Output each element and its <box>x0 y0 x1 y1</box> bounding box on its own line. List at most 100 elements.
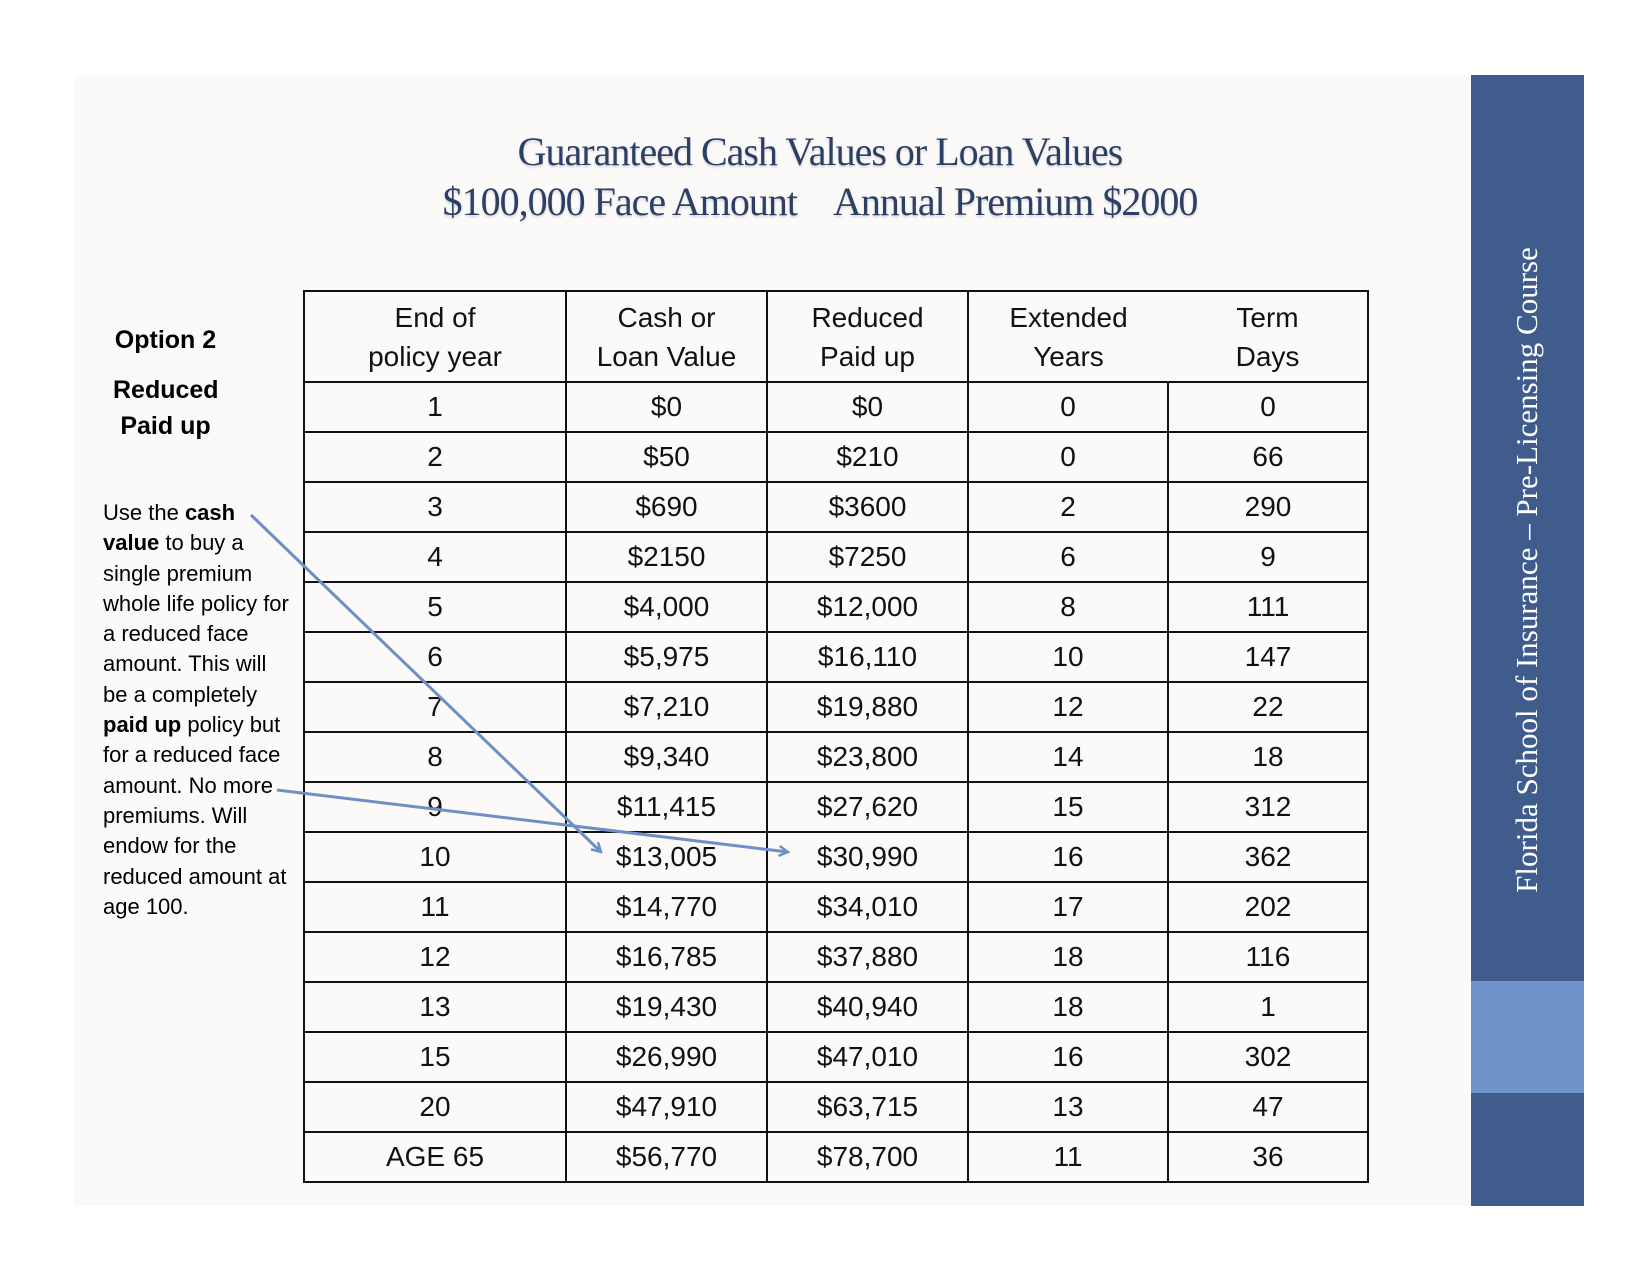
table-cell: 290 <box>1167 481 1369 533</box>
table-cell: 15 <box>967 781 1169 833</box>
table-cell: 36 <box>1167 1131 1369 1183</box>
table-cell: $3600 <box>766 481 969 533</box>
table-cell: 1 <box>303 381 567 433</box>
table-cell: 0 <box>967 381 1169 433</box>
table-cell: $690 <box>565 481 768 533</box>
table-cell: 18 <box>1167 731 1369 783</box>
description-text: Use the <box>103 500 185 525</box>
table-cell: 9 <box>1167 531 1369 583</box>
column-header: Extended Years <box>967 290 1168 383</box>
table-cell: $30,990 <box>766 831 969 883</box>
table-cell: $0 <box>565 381 768 433</box>
table-cell: $40,940 <box>766 981 969 1033</box>
table-row: 1 $0 $0 0 0 <box>303 381 1369 433</box>
table-cell: 12 <box>303 931 567 983</box>
table-cell: $16,785 <box>565 931 768 983</box>
table-row: AGE 65 $56,770 $78,700 11 36 <box>303 1131 1369 1183</box>
table-cell: $19,880 <box>766 681 969 733</box>
table-cell: 116 <box>1167 931 1369 983</box>
table-cell: 11 <box>967 1131 1169 1183</box>
table-cell: 8 <box>303 731 567 783</box>
table-cell: 14 <box>967 731 1169 783</box>
table-cell: $27,620 <box>766 781 969 833</box>
table-row: 8 $9,340 $23,800 14 18 <box>303 731 1369 783</box>
table-cell: $13,005 <box>565 831 768 883</box>
table-cell: 22 <box>1167 681 1369 733</box>
table-cell: $0 <box>766 381 969 433</box>
table-cell: $11,415 <box>565 781 768 833</box>
table-cell: 2 <box>967 481 1169 533</box>
table-row: 5 $4,000 $12,000 8 111 <box>303 581 1369 633</box>
table-row: 9 $11,415 $27,620 15 312 <box>303 781 1369 833</box>
table-cell: 66 <box>1167 431 1369 483</box>
table-cell: 0 <box>1167 381 1369 433</box>
table-cell: 13 <box>303 981 567 1033</box>
table-row: 10 $13,005 $30,990 16 362 <box>303 831 1369 883</box>
table-row: 12 $16,785 $37,880 18 116 <box>303 931 1369 983</box>
table-cell: $50 <box>565 431 768 483</box>
table-cell: $34,010 <box>766 881 969 933</box>
table-row: 3 $690 $3600 2 290 <box>303 481 1369 533</box>
table-cell: $47,010 <box>766 1031 969 1083</box>
slide-subtitle: $100,000 Face Amount Annual Premium $2000 <box>40 178 1600 225</box>
emphasis-text: cash value <box>103 500 236 556</box>
annual-premium: Annual Premium $2000 <box>833 179 1198 224</box>
table-cell: 111 <box>1167 581 1369 633</box>
description-text: policy but for a reduced face amount. No… <box>103 712 287 919</box>
option-heading-2: Paid up <box>120 412 211 440</box>
table-row: 15 $26,990 $47,010 16 302 <box>303 1031 1369 1083</box>
table-cell: 0 <box>967 431 1169 483</box>
table-cell: $9,340 <box>565 731 768 783</box>
sidebar-accent-block <box>1471 981 1584 1093</box>
table-cell: $12,000 <box>766 581 969 633</box>
table-cell: 18 <box>967 981 1169 1033</box>
table-cell: 6 <box>303 631 567 683</box>
table-cell: $5,975 <box>565 631 768 683</box>
column-header-line: Paid up <box>820 340 915 372</box>
table-cell: 11 <box>303 881 567 933</box>
table-cell: 18 <box>967 931 1169 983</box>
table-cell: 302 <box>1167 1031 1369 1083</box>
column-header-line: Term <box>1236 301 1299 333</box>
table-cell: 202 <box>1167 881 1369 933</box>
option-description: Use the cash value to buy a single premi… <box>103 498 293 922</box>
table-cell: 4 <box>303 531 567 583</box>
table-cell: $2150 <box>565 531 768 583</box>
table-cell: AGE 65 <box>303 1131 567 1183</box>
arrow-to-reduced-paid-up <box>276 788 788 852</box>
column-header-line: Years <box>1033 340 1104 372</box>
column-header: End of policy year <box>303 290 567 383</box>
table-cell: 16 <box>967 831 1169 883</box>
option-heading-1: Reduced <box>113 376 219 404</box>
table-cell: 147 <box>1167 631 1369 683</box>
table-cell: 7 <box>303 681 567 733</box>
column-header: Term Days <box>1168 290 1369 383</box>
column-header-line: Extended <box>1009 301 1128 333</box>
table-cell: $210 <box>766 431 969 483</box>
column-header-line: Reduced <box>811 301 924 333</box>
table-cell: $78,700 <box>766 1131 969 1183</box>
table-row: 13 $19,430 $40,940 18 1 <box>303 981 1369 1033</box>
table-cell: 16 <box>967 1031 1169 1083</box>
table-row: 20 $47,910 $63,715 13 47 <box>303 1081 1369 1133</box>
table-cell: 6 <box>967 531 1169 583</box>
table-cell: 12 <box>967 681 1169 733</box>
table-cell: 2 <box>303 431 567 483</box>
column-header-line: policy year <box>368 340 502 372</box>
table-cell: 8 <box>967 581 1169 633</box>
emphasis-text: paid up <box>103 712 182 738</box>
column-header-line: Days <box>1235 340 1300 372</box>
face-amount: $100,000 Face Amount <box>442 179 798 224</box>
table-cell: $19,430 <box>565 981 768 1033</box>
table-cell: $7250 <box>766 531 969 583</box>
table-cell: $7,210 <box>565 681 768 733</box>
table-cell: $16,110 <box>766 631 969 683</box>
table-cell: 3 <box>303 481 567 533</box>
table-cell: $56,770 <box>565 1131 768 1183</box>
table-cell: 9 <box>303 781 567 833</box>
table-cell: $23,800 <box>766 731 969 783</box>
table-cell: 10 <box>303 831 567 883</box>
table-cell: 17 <box>967 881 1169 933</box>
table-cell: $47,910 <box>565 1081 768 1133</box>
